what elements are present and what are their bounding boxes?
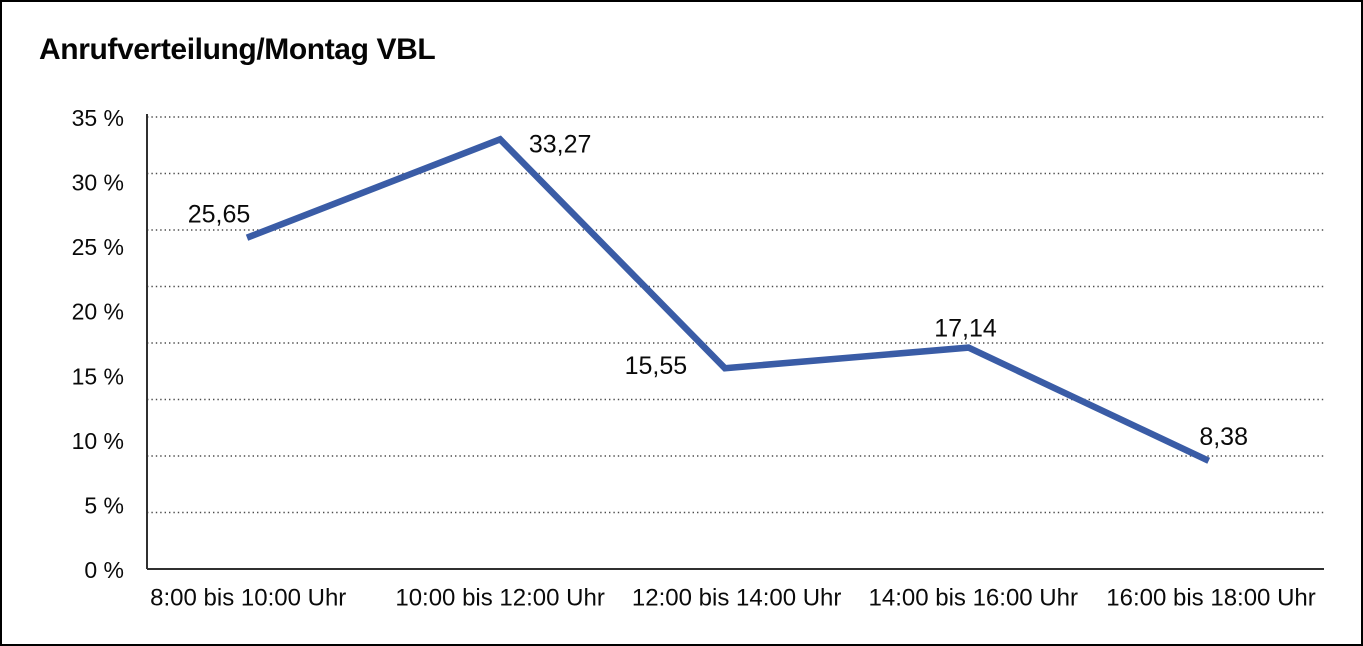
x-category-label: 10:00 bis 12:00 Uhr (395, 585, 604, 612)
y-tick-label: 0 % (84, 557, 124, 583)
x-category-label: 12:00 bis 14:00 Uhr (632, 585, 841, 612)
y-tick-label: 5 % (84, 492, 124, 518)
value-label: 25,65 (188, 201, 251, 229)
y-tick-label: 25 % (72, 234, 124, 260)
value-label: 33,27 (529, 130, 592, 158)
y-tick-label: 35 % (72, 105, 124, 131)
x-category-label: 8:00 bis 10:00 Uhr (150, 585, 346, 612)
y-tick-label: 30 % (72, 170, 124, 196)
value-label: 15,55 (625, 352, 688, 380)
y-tick-label: 15 % (72, 363, 124, 389)
data-line (245, 135, 1211, 464)
value-label: 8,38 (1199, 423, 1248, 451)
x-category-label: 16:00 bis 18:00 Uhr (1106, 585, 1315, 612)
x-category-label: 14:00 bis 16:00 Uhr (869, 585, 1078, 612)
chart-title: Anrufverteilung/Montag VBL (39, 33, 436, 66)
value-label: 17,14 (934, 315, 997, 343)
y-tick-label: 20 % (72, 299, 124, 325)
y-tick-label: 10 % (72, 428, 124, 454)
